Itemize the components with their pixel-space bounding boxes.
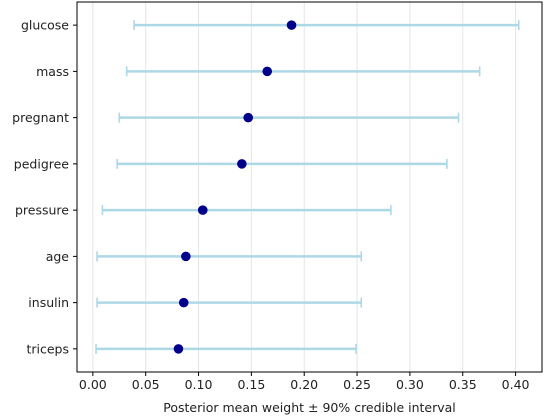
- y-tick-label-age: age: [46, 249, 70, 264]
- x-tick-label: 0.40: [502, 377, 530, 392]
- y-tick-label-pressure: pressure: [15, 203, 69, 218]
- grid-lines: [92, 2, 517, 372]
- y-tick-label-triceps: triceps: [26, 341, 69, 356]
- x-tick-label: 0.25: [343, 377, 371, 392]
- y-tick-label-mass: mass: [36, 64, 69, 79]
- x-axis-title: Posterior mean weight ± 90% credible int…: [163, 400, 456, 415]
- mean-point-glucose: [286, 20, 297, 30]
- mean-point-age: [181, 251, 191, 262]
- x-tick-label: 0.05: [132, 377, 160, 392]
- x-tick-label: 0.30: [396, 377, 424, 392]
- x-axis-ticks: 0.00 0.05 0.10 0.15 0.20 0.25 0.30 0.35 0.40: [79, 372, 530, 392]
- y-tick-label-pedigree: pedigree: [14, 156, 70, 171]
- mean-point-mass: [262, 66, 273, 77]
- x-tick-label: 0.10: [185, 377, 213, 392]
- x-tick-label: 0.15: [237, 377, 265, 392]
- y-axis-ticks: glucose mass pregnant pedigree pressure age in…: [12, 18, 77, 356]
- plot-area-frame: [76, 1, 543, 373]
- mean-point-pedigree: [237, 159, 247, 169]
- x-tick-label: 0.00: [79, 377, 107, 392]
- x-tick-label: 0.20: [290, 377, 318, 392]
- mean-point-pressure: [197, 205, 208, 215]
- x-tick-label: 0.35: [449, 377, 477, 392]
- credible-intervals: [95, 20, 520, 354]
- posterior-means: [173, 20, 297, 354]
- mean-point-insulin: [178, 297, 189, 308]
- y-tick-label-pregnant: pregnant: [12, 110, 69, 125]
- y-tick-label-glucose: glucose: [21, 18, 69, 33]
- mean-point-pregnant: [243, 112, 254, 123]
- y-tick-label-insulin: insulin: [28, 295, 69, 310]
- mean-point-triceps: [173, 344, 184, 354]
